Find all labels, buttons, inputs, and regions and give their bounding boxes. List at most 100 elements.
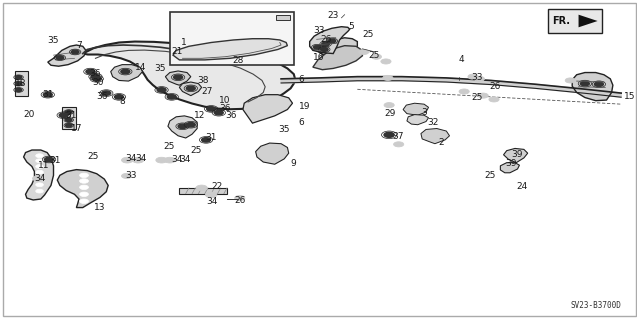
Text: 22: 22 [211,182,223,191]
Text: 4: 4 [459,56,465,64]
Text: FR.: FR. [552,16,570,26]
Text: 20: 20 [24,110,35,119]
Text: 38: 38 [197,76,209,85]
Circle shape [238,51,246,55]
Bar [548,9,602,33]
Circle shape [202,138,211,142]
Circle shape [79,192,88,197]
Circle shape [219,54,227,58]
Circle shape [65,124,72,127]
Bar [170,11,294,65]
Text: 34: 34 [179,155,191,164]
Circle shape [36,189,44,193]
Text: 13: 13 [93,203,105,212]
Polygon shape [255,143,289,164]
Circle shape [15,76,22,79]
Circle shape [65,118,72,122]
Circle shape [115,95,124,99]
Polygon shape [173,39,287,60]
Text: 25: 25 [369,51,380,60]
Text: 31: 31 [205,133,216,143]
Circle shape [36,159,44,163]
Text: 1: 1 [181,38,187,47]
Circle shape [196,185,207,191]
Circle shape [122,174,132,178]
Circle shape [214,110,223,115]
Text: 37: 37 [392,132,404,141]
Text: 33: 33 [125,171,137,181]
Text: 7: 7 [76,41,82,49]
Circle shape [371,54,381,59]
Circle shape [79,185,88,189]
Text: 25: 25 [87,152,99,161]
Circle shape [33,176,44,181]
Circle shape [36,183,44,187]
Circle shape [314,45,321,49]
Text: 25: 25 [472,93,483,102]
Circle shape [186,86,195,91]
Text: 24: 24 [516,182,527,191]
Circle shape [79,179,88,183]
Text: 19: 19 [299,102,310,111]
Text: 39: 39 [506,159,517,168]
Circle shape [383,75,393,80]
Text: 8: 8 [119,97,125,106]
Bar [15,71,28,96]
Polygon shape [58,170,108,208]
Polygon shape [403,103,429,115]
Text: 2: 2 [438,138,444,147]
Circle shape [56,56,64,60]
Circle shape [322,42,330,46]
Circle shape [257,48,264,51]
Circle shape [595,82,604,86]
Text: 26: 26 [490,82,501,91]
Text: 27: 27 [202,87,213,96]
Circle shape [468,74,478,79]
Circle shape [198,50,205,54]
Text: 25: 25 [484,171,496,181]
Circle shape [201,55,209,59]
Circle shape [565,78,575,83]
Circle shape [207,107,216,111]
Text: 6: 6 [299,75,305,84]
Text: 35: 35 [278,125,289,134]
Text: 12: 12 [194,111,205,120]
Circle shape [121,69,130,74]
Circle shape [186,122,195,127]
Polygon shape [83,41,295,109]
Circle shape [156,157,167,163]
Text: 39: 39 [511,150,523,159]
Text: 16: 16 [313,53,324,62]
Circle shape [217,48,225,52]
Circle shape [44,93,52,97]
Circle shape [580,81,589,86]
Text: 18: 18 [15,79,27,88]
Circle shape [381,59,391,64]
Text: 36: 36 [89,69,100,78]
Text: 35: 35 [47,36,59,45]
Polygon shape [111,65,143,81]
Polygon shape [24,150,54,200]
Circle shape [36,177,44,180]
Circle shape [91,74,100,79]
Polygon shape [318,38,357,56]
Polygon shape [48,45,86,66]
Text: 5: 5 [348,22,353,31]
Circle shape [478,93,488,98]
Text: 34: 34 [125,154,137,163]
Text: 30: 30 [92,78,104,86]
Text: SV23-B3700D: SV23-B3700D [570,301,621,310]
Circle shape [36,154,44,158]
Text: 36: 36 [220,104,231,113]
Text: 21: 21 [172,47,183,56]
Polygon shape [179,82,202,96]
Circle shape [132,157,144,163]
Circle shape [15,88,22,92]
Circle shape [358,49,369,55]
Circle shape [65,110,72,114]
Text: 34: 34 [35,174,46,183]
Polygon shape [407,115,429,125]
Text: 23: 23 [327,11,339,20]
Text: 26: 26 [321,35,332,44]
Circle shape [71,50,79,54]
